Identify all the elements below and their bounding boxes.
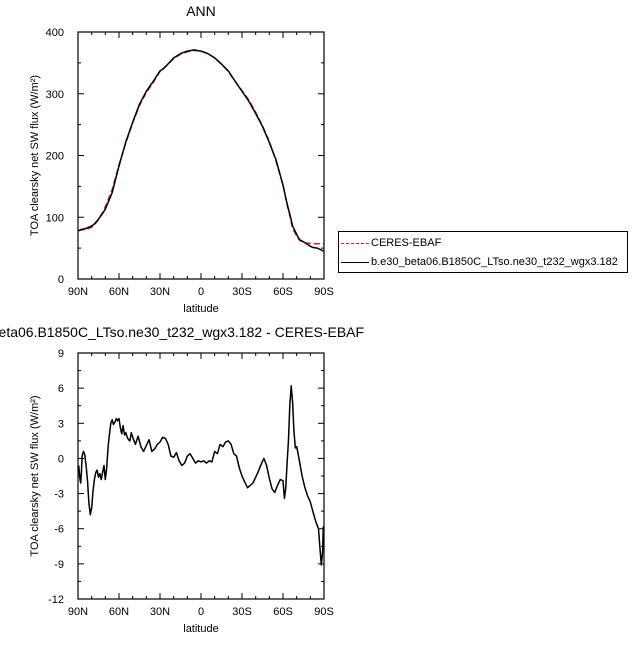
bottom-ytick-label: -12 (48, 594, 64, 606)
top-ytick-label: 100 (46, 212, 64, 224)
bottom-chart-title: b.e30_beta06.B1850C_LTso.ne30_t232_wgx3.… (0, 324, 364, 340)
legend-entry-model: b.e30_beta06.B1850C_LTso.ne30_t232_wgx3.… (339, 253, 618, 271)
top-xtick-label: 90S (314, 286, 334, 298)
bottom-series-line-0 (78, 385, 324, 566)
bottom-ytick-label: -3 (54, 489, 64, 501)
top-xaxis-label: latitude (183, 303, 218, 315)
bottom-ytick-label: 0 (58, 453, 64, 465)
bottom-series-group (78, 385, 324, 566)
top-xtick-label: 90N (68, 286, 88, 298)
top-series-line-0 (78, 49, 324, 245)
top-plot-frame (77, 31, 325, 280)
legend-label-ceres: CERES-EBAF (371, 237, 442, 249)
top-ytick-label: 400 (46, 27, 64, 39)
top-ytick-label: 200 (46, 151, 64, 163)
bottom-ytick-label: 9 (58, 348, 64, 360)
legend-entry-ceres: CERES-EBAF (339, 234, 441, 252)
legend-swatch-model (341, 261, 369, 263)
bottom-xaxis-label: latitude (183, 623, 218, 635)
top-xtick-label: 60S (273, 286, 293, 298)
top-chart-title: ANN (186, 3, 216, 19)
legend-swatch-ceres (341, 242, 369, 244)
top-panel: ANN 90N 60N 30N 0 30S 60S 90S 0 100 200 300 400 latit… (29, 3, 334, 315)
top-series-line-1 (78, 49, 324, 252)
bottom-ytick-label: 3 (58, 418, 64, 430)
bottom-xtick-label: 0 (198, 606, 204, 618)
top-ytick-label: 300 (46, 89, 64, 101)
top-ytick-label: 0 (58, 274, 64, 286)
bottom-xtick-label: 30S (232, 606, 252, 618)
top-xtick-label: 0 (198, 286, 204, 298)
top-xtick-label: 60N (109, 286, 129, 298)
top-yaxis-label: TOA clearsky net SW flux (W/m²) (29, 75, 41, 236)
legend-label-model: b.e30_beta06.B1850C_LTso.ne30_t232_wgx3.… (371, 256, 618, 268)
top-series-group (78, 49, 324, 252)
bottom-xtick-label: 60S (273, 606, 293, 618)
bottom-xtick-label: 60N (109, 606, 129, 618)
bottom-ytick-label: 6 (58, 383, 64, 395)
bottom-xtick-label: 90S (314, 606, 334, 618)
bottom-yaxis-label: TOA clearsky net SW flux (W/m²) (29, 395, 41, 556)
bottom-xtick-label: 30N (150, 606, 170, 618)
bottom-xtick-label: 90N (68, 606, 88, 618)
bottom-panel: b.e30_beta06.B1850C_LTso.ne30_t232_wgx3.… (0, 324, 364, 635)
legend: CERES-EBAF b.e30_beta06.B1850C_LTso.ne30… (338, 231, 628, 273)
bottom-ytick-label: -9 (54, 559, 64, 571)
top-xtick-label: 30S (232, 286, 252, 298)
top-xtick-label: 30N (150, 286, 170, 298)
bottom-ytick-label: -6 (54, 524, 64, 536)
